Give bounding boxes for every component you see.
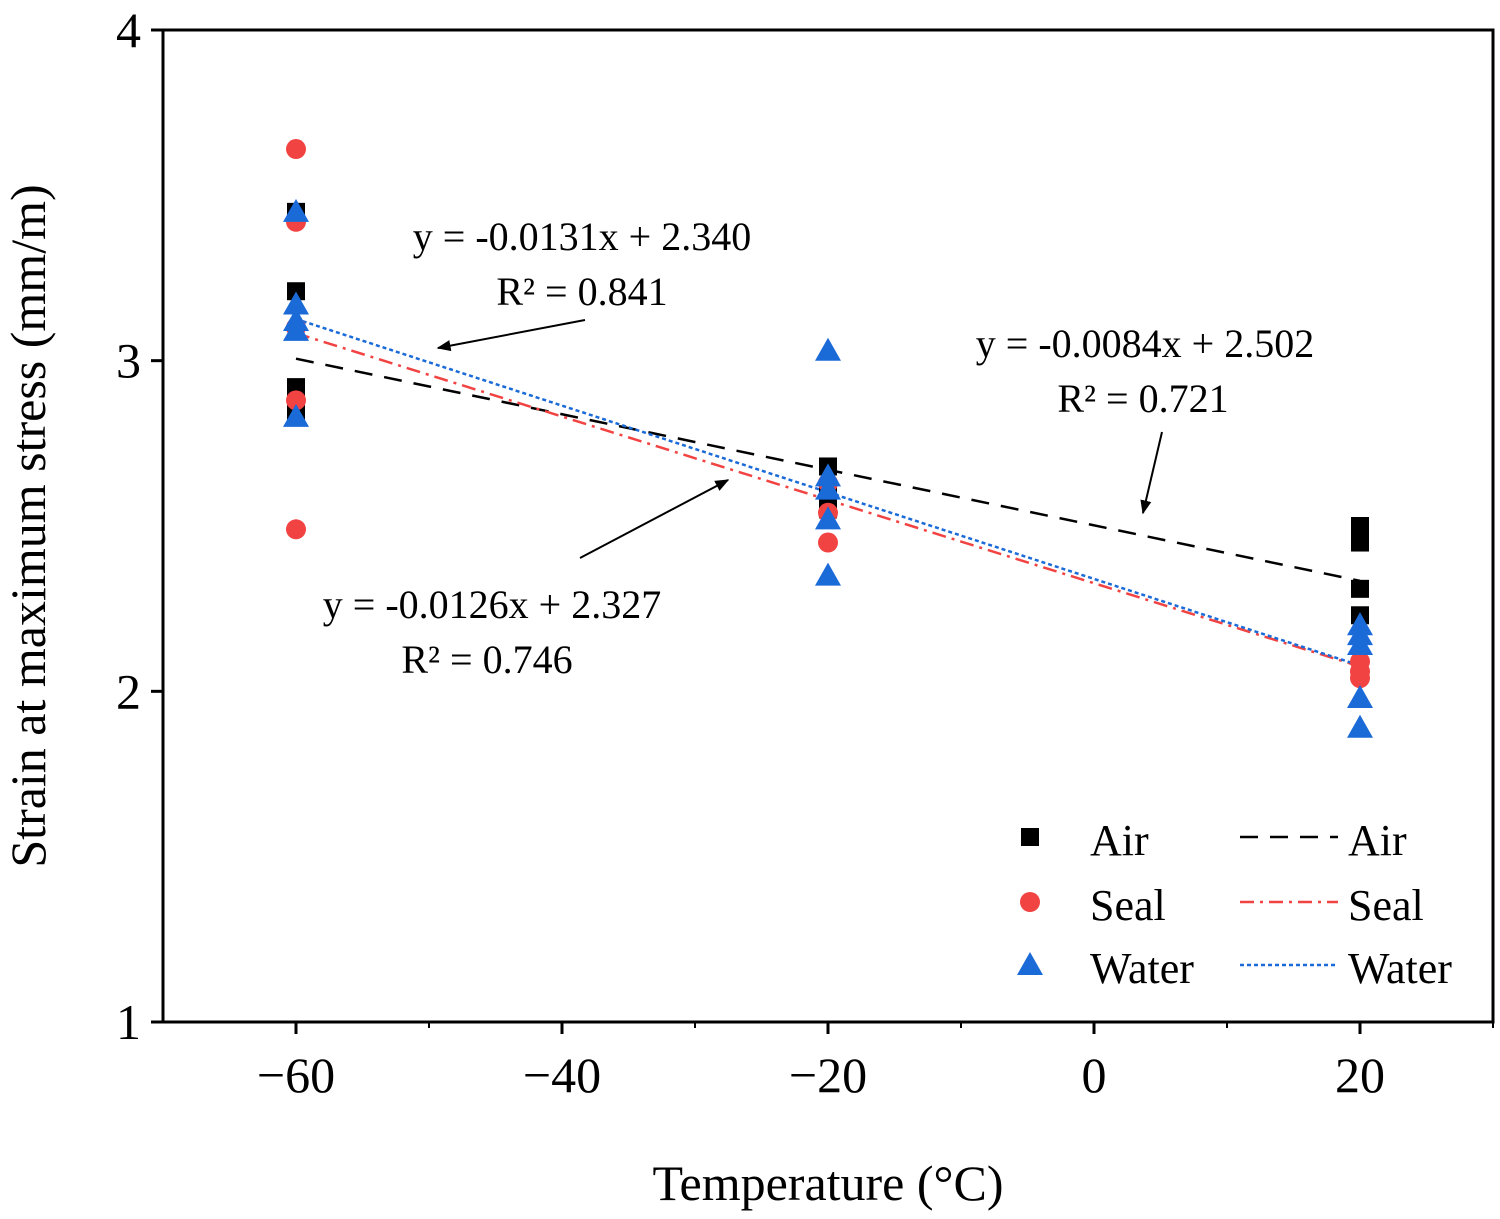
annotation-equation: y = -0.0126x + 2.327 [323,582,661,627]
legend-label: Seal [1090,881,1166,930]
data-point-seal [1350,668,1370,689]
annotation-r2: R² = 0.841 [496,269,667,314]
annotation-arrow [1140,431,1163,515]
annotation-equation: y = -0.0131x + 2.340 [413,214,751,259]
data-point-air [1351,579,1369,598]
data-point-water [283,403,309,427]
data-point-water [815,562,841,586]
fit-line-water [295,317,1361,667]
data-point-water [815,506,841,530]
data-point-air [1351,517,1369,535]
y-tick-label: 3 [116,333,141,389]
y-axis-label: Strain at maximum stress (mm/m) [0,184,56,867]
data-point-seal [286,390,306,411]
data-point-water [283,291,309,315]
data-point-water [815,476,841,500]
legend-label: Water [1348,944,1452,993]
data-point-seal [818,532,838,553]
annotation-r2: R² = 0.746 [401,637,572,682]
data-point-air [287,282,305,301]
y-tick-label: 4 [116,2,141,58]
data-point-seal [286,519,306,540]
annotation-arrow [579,479,730,559]
data-point-air [1351,533,1369,552]
x-tick-label: 0 [1082,1047,1107,1103]
x-tick-label: −40 [523,1047,601,1103]
y-tick-label: 2 [116,663,141,719]
data-point-water [815,337,841,361]
data-point-seal [286,139,306,160]
x-tick-label: −60 [257,1047,335,1103]
legend-label: Seal [1348,881,1424,930]
legend-marker-air [1021,828,1039,846]
annotation-seal-fit: y = -0.0126x + 2.327 R² = 0.746 [323,479,730,682]
annotation-arrow [436,319,586,352]
legend-label: Air [1348,816,1407,865]
x-axis-label: Temperature (°C) [652,1155,1003,1211]
data-point-water [1347,684,1373,708]
legend-marker-water [1017,952,1043,975]
data-point-water [1347,714,1373,738]
annotation-equation: y = -0.0084x + 2.502 [976,321,1314,366]
legend-label: Air [1090,816,1149,865]
legend-label: Water [1090,944,1194,993]
annotation-water-fit: y = -0.0131x + 2.340 R² = 0.841 [413,214,751,352]
data-point-water [815,463,841,487]
legend-marker-seal [1020,892,1040,912]
annotation-air-fit: y = -0.0084x + 2.502 R² = 0.721 [976,321,1314,515]
data-point-water [283,198,309,222]
x-tick-label: −20 [789,1047,867,1103]
data-point-water [283,317,309,341]
annotation-r2: R² = 0.721 [1057,376,1228,421]
x-tick-label: 20 [1335,1047,1385,1103]
legend: Air Seal Water Air Seal Water [1017,816,1452,993]
y-tick-label: 1 [116,994,141,1050]
data-point-water [1347,632,1373,656]
